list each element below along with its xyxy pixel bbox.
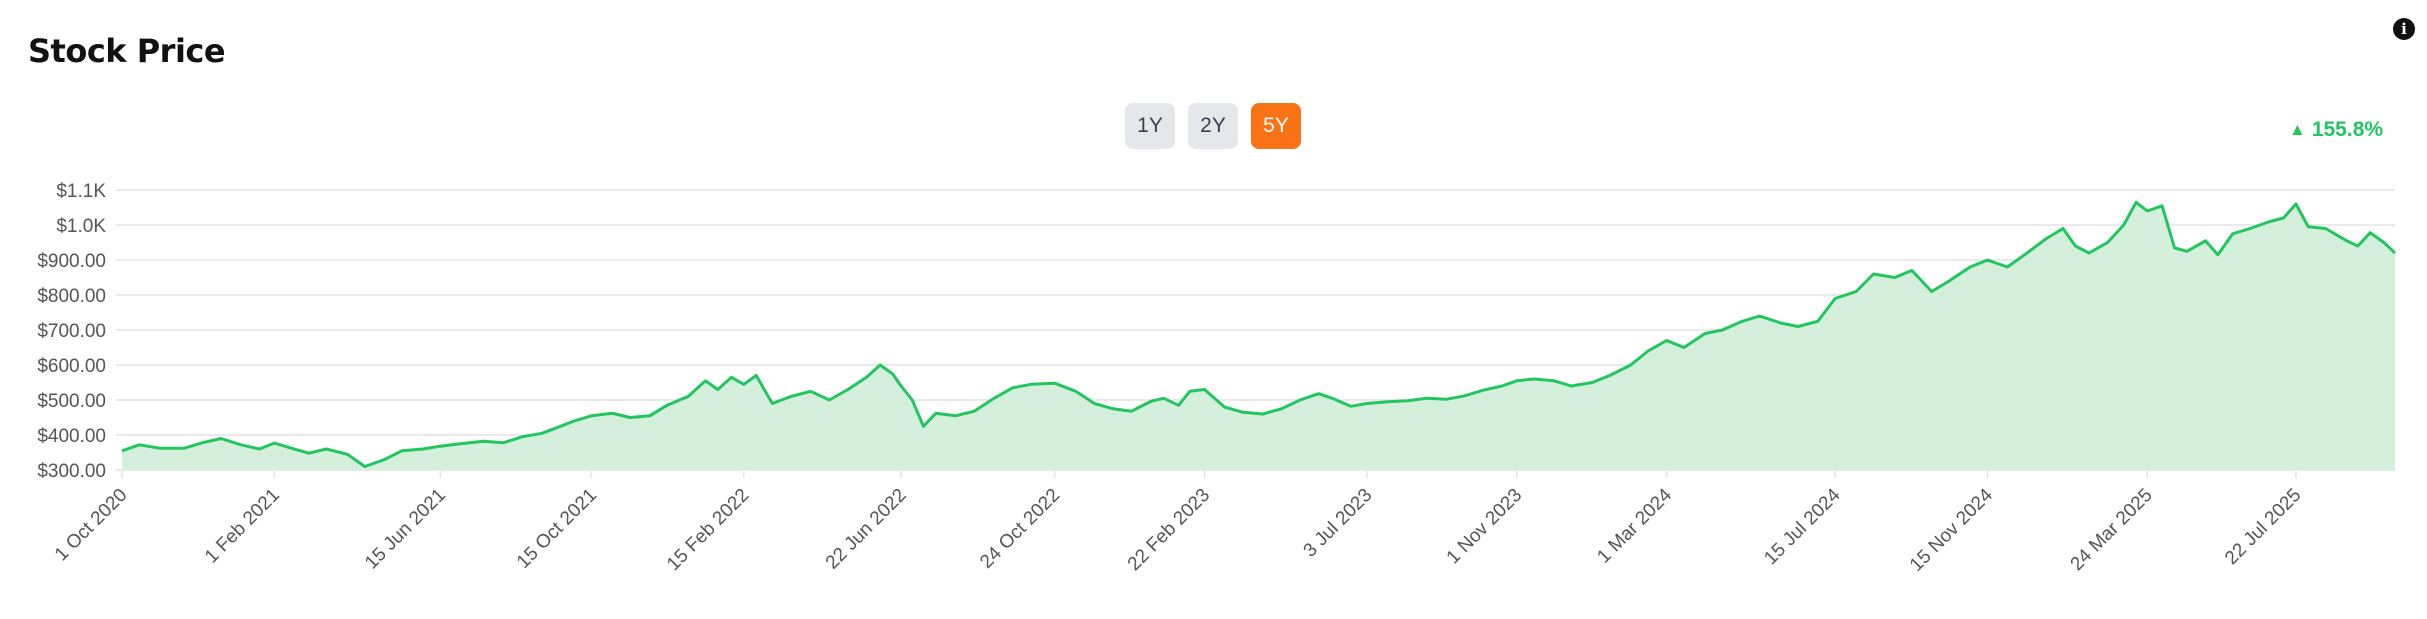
x-tick-label: 22 Jun 2022 bbox=[822, 485, 911, 574]
y-tick-label: $800.00 bbox=[37, 286, 106, 307]
triangle-up-icon: ▲ bbox=[2289, 120, 2306, 139]
range-1y-button[interactable]: 1Y bbox=[1125, 103, 1175, 149]
range-5y-button[interactable]: 5Y bbox=[1251, 103, 1301, 149]
y-tick-label: $700.00 bbox=[37, 321, 106, 342]
y-tick-label: $300.00 bbox=[37, 461, 106, 482]
x-tick-label: 1 Nov 2023 bbox=[1443, 485, 1527, 569]
x-tick-label: 1 Mar 2024 bbox=[1593, 484, 1676, 567]
x-tick-label: 22 Jul 2025 bbox=[2221, 485, 2305, 569]
x-tick-label: 22 Feb 2023 bbox=[1124, 485, 1214, 575]
price-change-badge: ▲ 155.8% bbox=[2289, 118, 2383, 142]
x-axis-ticks: 1 Oct 2020 1 Feb 2021 15 Jun 2021 15 Oct 20… bbox=[51, 470, 2305, 576]
x-tick-label: 24 Mar 2025 bbox=[2067, 485, 2157, 575]
x-tick-label: 1 Oct 2020 bbox=[51, 485, 132, 566]
y-tick-label: $1.0K bbox=[56, 216, 106, 237]
range-2y-button[interactable]: 2Y bbox=[1188, 103, 1238, 149]
x-tick-label: 15 Nov 2024 bbox=[1906, 484, 1997, 575]
price-area-fill bbox=[122, 202, 2395, 471]
y-tick-label: $500.00 bbox=[37, 391, 106, 412]
price-line[interactable] bbox=[121, 200, 2397, 468]
x-tick-label: 15 Jun 2021 bbox=[361, 485, 450, 574]
x-tick-label: 1 Feb 2021 bbox=[201, 485, 284, 568]
y-tick-label: $400.00 bbox=[37, 426, 106, 447]
x-tick-label: 15 Jul 2024 bbox=[1760, 484, 1845, 569]
price-change-value: 155.8% bbox=[2311, 118, 2384, 141]
y-axis-ticks: $300.00 $400.00 $500.00 $600.00 $700.00 $800.… bbox=[37, 181, 106, 482]
x-tick-label: 24 Oct 2022 bbox=[976, 485, 1064, 573]
page-title: Stock Price bbox=[28, 32, 226, 70]
x-tick-label: 15 Feb 2022 bbox=[663, 485, 753, 575]
y-tick-label: $1.1K bbox=[56, 181, 106, 202]
range-selector: 1Y 2Y 5Y bbox=[1125, 103, 1301, 149]
y-tick-label: $600.00 bbox=[37, 356, 106, 377]
x-tick-label: 15 Oct 2021 bbox=[513, 485, 601, 573]
y-tick-label: $900.00 bbox=[37, 251, 106, 272]
x-tick-label: 3 Jul 2023 bbox=[1300, 485, 1377, 562]
info-icon[interactable]: i bbox=[2393, 18, 2415, 40]
